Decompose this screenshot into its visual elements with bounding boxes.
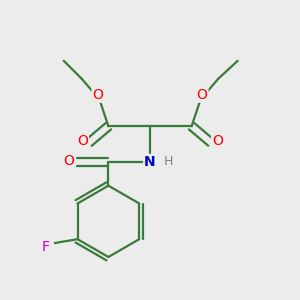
Text: O: O (77, 134, 88, 148)
Text: N: N (144, 155, 156, 169)
Text: F: F (42, 240, 50, 254)
Text: O: O (92, 88, 104, 102)
Text: O: O (63, 154, 74, 168)
Text: O: O (212, 134, 223, 148)
Text: O: O (196, 88, 208, 102)
Text: H: H (164, 155, 173, 168)
